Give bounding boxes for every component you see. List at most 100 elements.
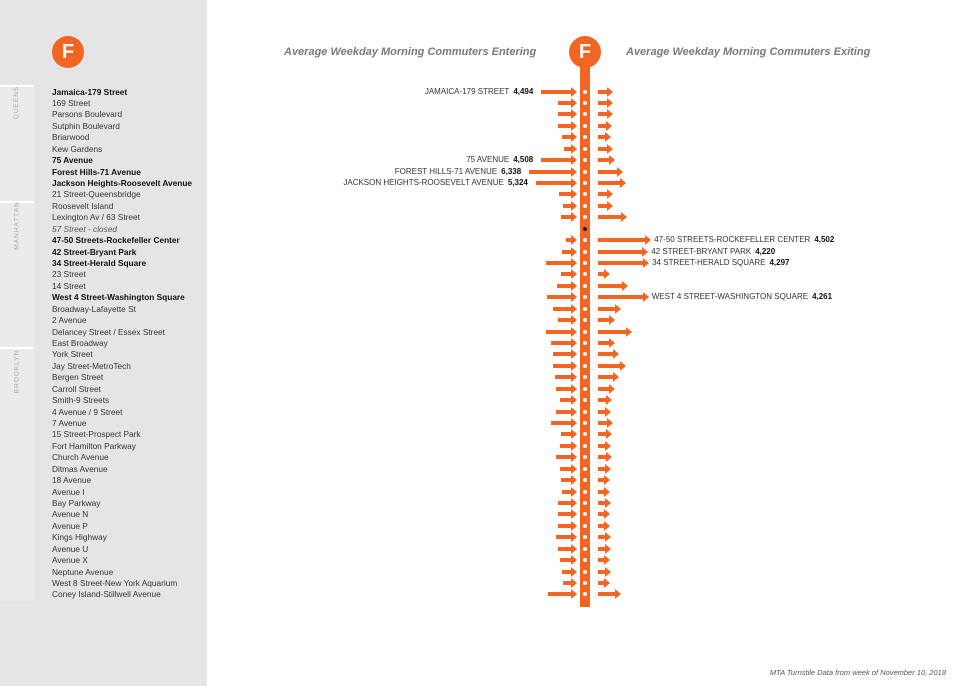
entering-arrow xyxy=(557,509,578,520)
entering-arrow xyxy=(553,349,577,360)
station-name: 42 Street-Bryant Park xyxy=(52,246,137,257)
entering-arrow xyxy=(560,395,577,406)
manhattan-band xyxy=(0,201,34,349)
annotation-value: 4,494 xyxy=(513,86,534,96)
station-dot xyxy=(583,260,587,265)
station-dot xyxy=(583,135,587,140)
data-source-note: MTA Turnstile Data from week of November… xyxy=(769,668,946,677)
entering-arrow xyxy=(562,566,577,577)
exiting-arrow xyxy=(598,486,611,497)
exiting-arrow xyxy=(598,166,623,177)
station-name: Roosevelt Island xyxy=(52,200,114,211)
entering-arrow xyxy=(557,543,578,554)
annotation-station: JACKSON HEIGHTS-ROOSEVELT AVENUE xyxy=(343,177,504,187)
entering-arrow xyxy=(561,269,577,280)
header-exiting: Average Weekday Morning Commuters Exitin… xyxy=(626,46,871,58)
station-name: Avenue U xyxy=(52,543,89,554)
exiting-arrow xyxy=(598,452,614,463)
entering-arrow xyxy=(557,280,577,291)
station-name: Parsons Boulevard xyxy=(52,109,123,120)
exiting-arrow xyxy=(598,406,612,417)
station-name: Jamaica-179 Street xyxy=(52,86,128,97)
exiting-arrow xyxy=(598,463,612,474)
station-dot xyxy=(583,478,587,483)
entering-arrow xyxy=(558,315,577,326)
station-name: Kings Highway xyxy=(52,532,107,543)
exiting-arrow xyxy=(598,555,611,566)
entering-annotation: JACKSON HEIGHTS-ROOSEVELT AVENUE 5,324 xyxy=(343,178,528,188)
station-name: Lexington Av / 63 Street xyxy=(52,212,140,223)
entering-arrow xyxy=(564,143,577,154)
exiting-arrow xyxy=(598,269,611,280)
exiting-arrow xyxy=(598,543,612,554)
station-dot xyxy=(583,455,587,460)
entering-arrow xyxy=(563,200,577,211)
station-name: Briarwood xyxy=(52,132,90,143)
entering-arrow xyxy=(558,97,577,108)
station-name: 4 Avenue / 9 Street xyxy=(52,406,123,417)
station-dot xyxy=(583,443,587,448)
exiting-arrow xyxy=(598,257,650,268)
station-dot xyxy=(583,409,587,414)
station-name: 18 Avenue xyxy=(52,475,92,486)
station-name: Ditmas Avenue xyxy=(52,463,108,474)
station-dot xyxy=(583,249,587,254)
station-name: Jay Street-MetroTech xyxy=(52,360,131,371)
station-dot xyxy=(583,283,587,288)
entering-arrow xyxy=(556,532,577,543)
entering-arrow xyxy=(561,429,577,440)
exiting-arrow xyxy=(598,395,614,406)
exiting-arrow xyxy=(598,360,627,371)
entering-arrow xyxy=(546,292,578,303)
exiting-arrow xyxy=(598,566,612,577)
exiting-arrow xyxy=(598,440,612,451)
station-dot xyxy=(583,420,587,425)
station-dot xyxy=(583,375,587,380)
entering-arrow xyxy=(563,577,577,588)
station-dot xyxy=(583,592,587,597)
entering-arrow xyxy=(535,177,578,188)
station-name: West 8 Street-New York Aquarium xyxy=(52,577,178,588)
station-dot xyxy=(583,272,587,277)
exiting-arrow xyxy=(598,120,614,131)
entering-arrow xyxy=(550,337,578,348)
exiting-annotation: 47-50 STREETS-ROCKEFELLER CENTER 4,502 xyxy=(654,235,834,245)
exiting-arrow xyxy=(598,326,633,337)
exiting-arrow xyxy=(598,86,615,97)
station-name: Delancey Street / Essex Street xyxy=(52,326,165,337)
station-dot xyxy=(583,398,587,403)
station-dot xyxy=(583,329,587,334)
station-dot xyxy=(583,146,587,151)
entering-arrow xyxy=(558,120,577,131)
station-dot xyxy=(583,226,587,231)
annotation-value: 4,261 xyxy=(812,292,833,302)
station-name: Jackson Heights-Roosevelt Avenue xyxy=(52,177,193,188)
station-dot xyxy=(583,512,587,517)
station-name: Smith-9 Streets xyxy=(52,395,110,406)
entering-arrow xyxy=(560,555,577,566)
exiting-arrow xyxy=(598,383,614,394)
header-entering: Average Weekday Morning Commuters Enteri… xyxy=(284,46,537,58)
entering-arrow xyxy=(555,452,578,463)
exiting-arrow xyxy=(598,532,612,543)
exiting-annotation: WEST 4 STREET-WASHINGTON SQUARE 4,261 xyxy=(652,292,832,302)
exiting-arrow xyxy=(598,97,615,108)
entering-arrow xyxy=(561,475,577,486)
brooklyn-band xyxy=(0,347,34,601)
annotation-value: 4,220 xyxy=(755,246,776,256)
station-name: Avenue X xyxy=(52,555,88,566)
annotation-station: 42 STREET-BRYANT PARK xyxy=(651,246,752,256)
annotation-station: 47-50 STREETS-ROCKEFELLER CENTER xyxy=(654,235,811,245)
exiting-annotation: 34 STREET-HERALD SQUARE 4,297 xyxy=(652,258,789,268)
exiting-arrow xyxy=(598,589,621,600)
exiting-arrow xyxy=(598,292,649,303)
station-dot xyxy=(583,215,587,220)
station-name: 169 Street xyxy=(52,97,91,108)
annotation-station: 34 STREET-HERALD SQUARE xyxy=(652,257,766,267)
entering-arrow xyxy=(552,360,578,371)
exiting-arrow xyxy=(598,155,614,166)
station-name: 23 Street xyxy=(52,269,86,280)
station-dot xyxy=(583,169,587,174)
annotation-station: 75 AVENUE xyxy=(466,155,510,165)
station-name: Kew Gardens xyxy=(52,143,103,154)
